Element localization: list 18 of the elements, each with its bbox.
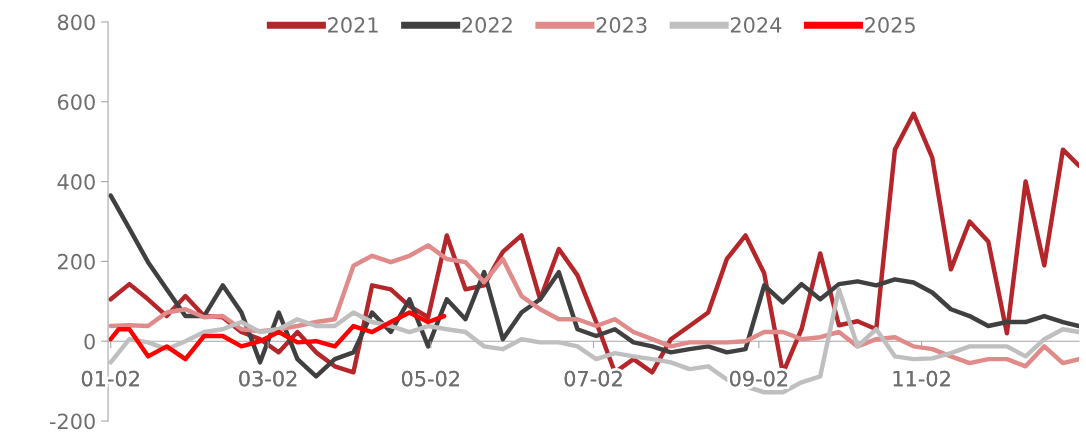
x-tick-label: 03-02 — [239, 370, 297, 387]
x-tick-label: 09-02 — [729, 370, 788, 387]
legend-label: 2023 — [596, 17, 647, 33]
legend-label: 2021 — [328, 17, 378, 33]
legend-label: 2022 — [462, 17, 512, 33]
legend-label: 2025 — [865, 17, 915, 33]
y-tick-label: 400 — [57, 174, 95, 190]
y-tick-label: -200 — [49, 413, 95, 430]
y-tick-label: 800 — [57, 14, 95, 31]
x-tick-label: 07-02 — [564, 370, 622, 387]
y-tick-label: 0 — [84, 333, 95, 350]
y-tick-label: 200 — [58, 253, 95, 270]
legend-label: 2024 — [730, 17, 782, 33]
line-series — [108, 310, 447, 362]
y-tick-label: 600 — [57, 94, 95, 110]
x-tick-label: 11-02 — [893, 370, 950, 387]
x-tick-label: 01-02 — [81, 370, 139, 387]
x-tick-label: 05-02 — [401, 370, 459, 387]
